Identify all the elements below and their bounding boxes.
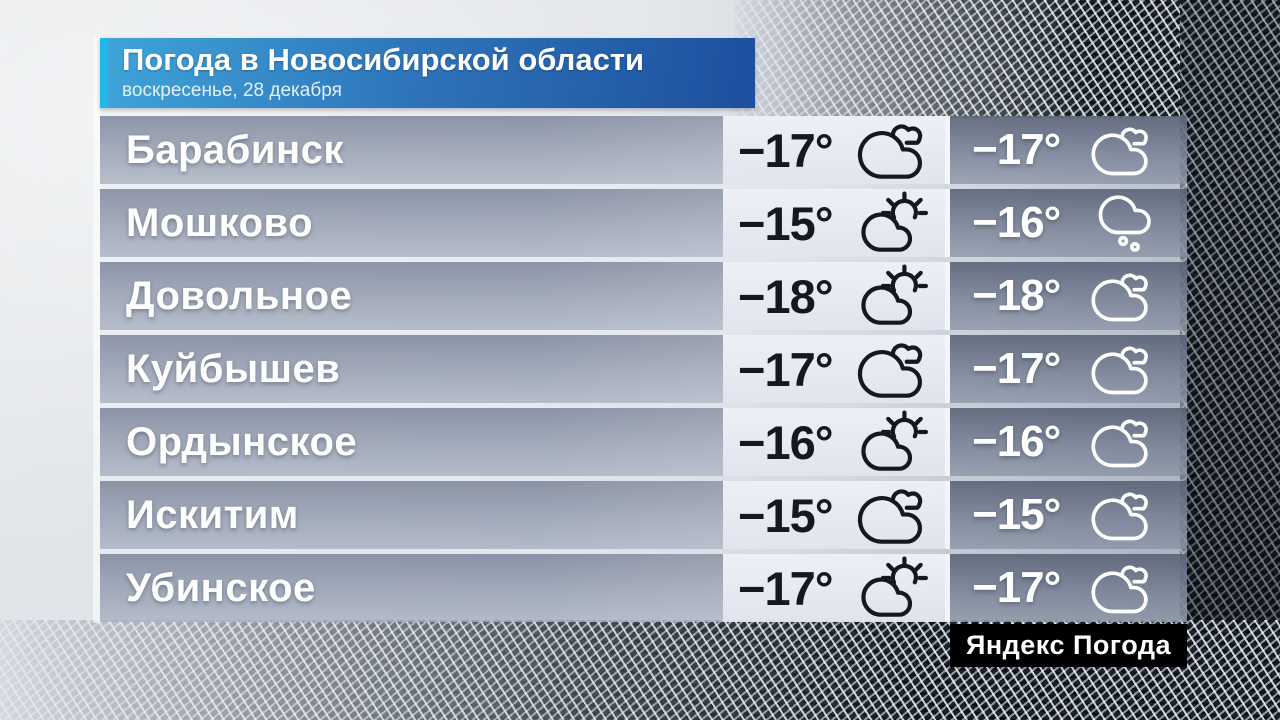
city-name: Куйбышев (126, 346, 341, 391)
day-icon-slot (855, 337, 935, 402)
snowy-trees-top (735, 0, 1190, 118)
city-cell: Куйбышев (100, 335, 723, 403)
partly-sunny-icon (855, 410, 935, 475)
forecast-date: воскресенье, 28 декабря (122, 79, 342, 101)
city-cell: Довольное (100, 262, 723, 330)
night-forecast-cell: −17° (950, 335, 1187, 403)
city-cell: Барабинск (100, 116, 723, 184)
snowy-trees-right (1180, 0, 1280, 720)
partly-sunny-icon (855, 556, 935, 621)
column-divider (945, 189, 950, 257)
day-forecast-cell: −17° (723, 116, 945, 184)
night-temperature: −17° (972, 125, 1061, 174)
table-row: Искитим −15° −15° (100, 481, 1187, 549)
day-forecast-cell: −17° (723, 335, 945, 403)
cloudy-icon (855, 337, 935, 402)
cloudy-icon (1089, 487, 1159, 544)
city-name: Довольное (126, 273, 353, 318)
night-forecast-cell: −18° (950, 262, 1187, 330)
day-temperature: −17° (738, 123, 834, 177)
night-icon-slot (1089, 487, 1159, 544)
day-temperature: −16° (738, 415, 834, 469)
table-row: Довольное −18° −18° (100, 262, 1187, 330)
column-divider (945, 335, 950, 403)
table-row: Мошково −15° −16° (100, 189, 1187, 257)
cloudy-icon (1089, 560, 1159, 617)
column-divider (945, 408, 950, 476)
day-temperature: −15° (738, 196, 834, 250)
night-forecast-cell: −16° (950, 189, 1187, 257)
city-name: Барабинск (126, 127, 344, 172)
night-forecast-cell: −16° (950, 408, 1187, 476)
night-icon-slot (1089, 268, 1159, 325)
table-row: Ордынское −16° −16° (100, 408, 1187, 476)
night-icon-slot (1089, 414, 1159, 471)
snow-icon (1089, 195, 1159, 252)
provider-badge-label: Яндекс Погода (965, 630, 1172, 660)
table-row: Убинское −17° −17° (100, 554, 1187, 622)
day-icon-slot (855, 191, 935, 256)
city-cell: Убинское (100, 554, 723, 622)
day-icon-slot (855, 410, 935, 475)
forecast-table: Барабинск −17° −17° Мошково −15° −16° (100, 116, 1187, 622)
day-temperature: −17° (738, 561, 834, 615)
column-divider (945, 481, 950, 549)
day-forecast-cell: −18° (723, 262, 945, 330)
table-row: Куйбышев −17° −17° (100, 335, 1187, 403)
page-title: Погода в Новосибирской области (122, 42, 645, 78)
column-divider (945, 554, 950, 622)
night-forecast-cell: −17° (950, 554, 1187, 622)
column-divider (945, 116, 950, 184)
night-temperature: −17° (972, 344, 1061, 393)
city-cell: Ордынское (100, 408, 723, 476)
cloudy-icon (1089, 122, 1159, 179)
night-temperature: −18° (972, 271, 1061, 320)
day-forecast-cell: −16° (723, 408, 945, 476)
night-forecast-cell: −15° (950, 481, 1187, 549)
provider-badge: Яндекс Погода (950, 624, 1187, 667)
header-banner: Погода в Новосибирской области воскресен… (100, 38, 755, 108)
night-temperature: −16° (972, 417, 1061, 466)
day-icon-slot (855, 483, 935, 548)
city-name: Убинское (126, 565, 316, 610)
night-icon-slot (1089, 122, 1159, 179)
day-temperature: −18° (738, 269, 834, 323)
night-temperature: −15° (972, 490, 1061, 539)
day-forecast-cell: −17° (723, 554, 945, 622)
cloudy-icon (1089, 414, 1159, 471)
day-forecast-cell: −15° (723, 481, 945, 549)
city-name: Ордынское (126, 419, 358, 464)
cloudy-icon (855, 118, 935, 183)
table-row: Барабинск −17° −17° (100, 116, 1187, 184)
partly-sunny-icon (855, 264, 935, 329)
panel-left-highlight (93, 36, 100, 623)
city-cell: Мошково (100, 189, 723, 257)
cloudy-icon (855, 483, 935, 548)
city-cell: Искитим (100, 481, 723, 549)
city-name: Искитим (126, 492, 299, 537)
night-icon-slot (1089, 560, 1159, 617)
day-temperature: −17° (738, 342, 834, 396)
night-icon-slot (1089, 195, 1159, 252)
city-name: Мошково (126, 200, 314, 245)
partly-sunny-icon (855, 191, 935, 256)
night-temperature: −17° (972, 563, 1061, 612)
cloudy-icon (1089, 268, 1159, 325)
night-icon-slot (1089, 341, 1159, 398)
day-temperature: −15° (738, 488, 834, 542)
day-icon-slot (855, 556, 935, 621)
day-forecast-cell: −15° (723, 189, 945, 257)
day-icon-slot (855, 264, 935, 329)
cloudy-icon (1089, 341, 1159, 398)
column-divider (945, 262, 950, 330)
night-forecast-cell: −17° (950, 116, 1187, 184)
day-icon-slot (855, 118, 935, 183)
night-temperature: −16° (972, 198, 1061, 247)
